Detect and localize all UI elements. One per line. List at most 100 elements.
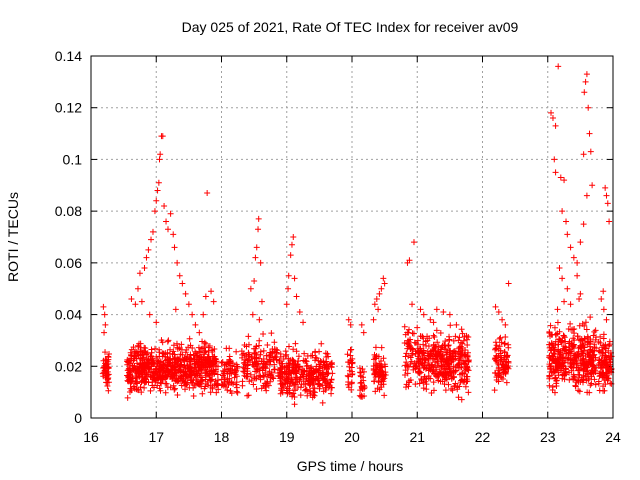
data-point: [458, 396, 465, 403]
data-point: [505, 280, 512, 287]
data-point: [580, 221, 587, 228]
data-point: [327, 379, 334, 386]
data-point: [198, 366, 205, 373]
data-point: [291, 401, 298, 408]
data-point: [573, 355, 580, 362]
data-point: [552, 360, 559, 367]
data-point: [360, 329, 367, 336]
data-point: [316, 361, 323, 368]
data-point: [493, 357, 500, 364]
data-point: [255, 215, 262, 222]
data-point: [309, 376, 316, 383]
data-point: [587, 361, 594, 368]
data-point: [380, 371, 387, 378]
data-point: [268, 330, 275, 337]
data-point: [297, 392, 304, 399]
data-point: [176, 272, 183, 279]
data-point: [443, 351, 450, 358]
data-point: [161, 202, 168, 209]
data-point: [422, 338, 429, 345]
data-point: [197, 380, 204, 387]
data-point: [442, 369, 449, 376]
data-point: [445, 343, 452, 350]
data-point: [435, 362, 442, 369]
data-point: [289, 361, 296, 368]
data-point: [438, 353, 445, 360]
data-point: [243, 353, 250, 360]
data-point: [501, 348, 508, 355]
data-point: [170, 342, 177, 349]
x-tick-label: 22: [475, 429, 491, 445]
data-point: [187, 351, 194, 358]
data-point: [582, 78, 589, 85]
data-point: [249, 311, 256, 318]
data-point: [439, 342, 446, 349]
data-point: [164, 349, 171, 356]
data-point: [561, 177, 568, 184]
x-axis-label: GPS time / hours: [297, 458, 404, 474]
data-point: [585, 104, 592, 111]
data-point: [256, 316, 263, 323]
data-point: [140, 351, 147, 358]
data-point: [493, 377, 500, 384]
data-point: [278, 360, 285, 367]
data-point: [558, 338, 565, 345]
data-point: [572, 383, 579, 390]
data-point: [502, 333, 509, 340]
data-point: [202, 356, 209, 363]
data-point: [151, 360, 158, 367]
data-point: [202, 362, 209, 369]
data-point: [251, 277, 258, 284]
data-point: [590, 332, 597, 339]
data-point: [300, 319, 307, 326]
data-point: [269, 350, 276, 357]
data-point: [597, 349, 604, 356]
data-point: [452, 349, 459, 356]
data-point: [189, 344, 196, 351]
data-point: [448, 359, 455, 366]
data-point: [431, 334, 438, 341]
data-point: [372, 388, 379, 395]
x-tick-label: 21: [409, 429, 425, 445]
data-point: [360, 368, 367, 375]
data-point: [104, 363, 111, 370]
data-point: [273, 346, 280, 353]
data-point: [563, 218, 570, 225]
data-point: [414, 324, 421, 331]
data-point: [567, 320, 574, 327]
data-point: [602, 359, 609, 366]
data-point: [455, 394, 462, 401]
data-point: [356, 392, 363, 399]
data-point: [290, 234, 297, 240]
data-point: [595, 380, 602, 387]
data-point: [292, 340, 299, 347]
data-point: [169, 373, 176, 380]
data-point: [551, 156, 558, 163]
data-point: [155, 365, 162, 372]
data-point: [227, 388, 234, 395]
data-point: [426, 362, 433, 369]
data-point: [171, 364, 178, 371]
data-point: [322, 350, 329, 357]
data-point: [359, 385, 366, 392]
data-point: [417, 333, 424, 340]
data-point: [600, 383, 607, 390]
y-tick-label: 0.04: [55, 307, 82, 323]
data-point: [160, 366, 167, 373]
data-point: [375, 306, 382, 313]
data-point: [600, 288, 607, 295]
data-point: [319, 382, 326, 389]
data-point: [550, 369, 557, 376]
x-tick-label: 18: [214, 429, 230, 445]
data-point: [303, 386, 310, 393]
data-point: [316, 383, 323, 390]
data-point: [569, 341, 576, 348]
data-point: [99, 370, 106, 377]
data-point: [181, 380, 188, 387]
data-point: [428, 389, 435, 396]
data-point: [136, 369, 143, 376]
x-tick-label: 20: [344, 429, 360, 445]
data-point: [382, 363, 389, 370]
data-point: [448, 375, 455, 382]
data-point: [218, 359, 225, 366]
